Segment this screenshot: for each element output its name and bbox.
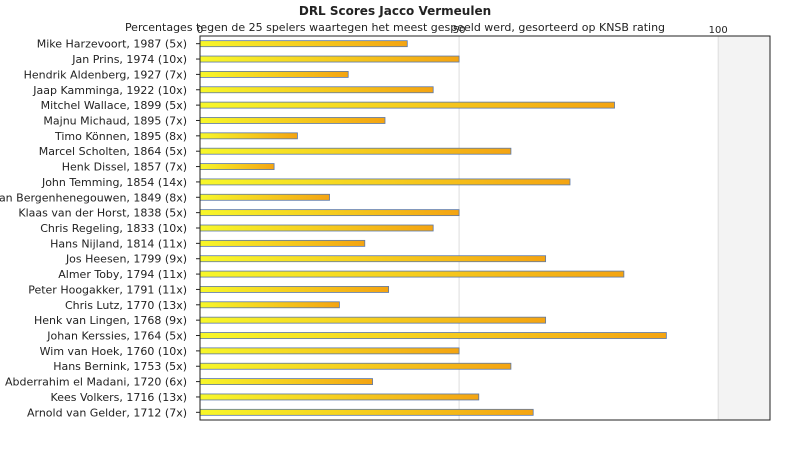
category-label: Henk Dissel, 1857 (7x) xyxy=(62,161,187,174)
category-label: Ad van Bergenhenegouwen, 1849 (8x) xyxy=(0,191,187,204)
bar xyxy=(199,362,512,370)
category-label: Klaas van der Horst, 1838 (5x) xyxy=(18,207,187,220)
category-label: John Temming, 1854 (14x) xyxy=(41,176,187,189)
x-tick-label: 100 xyxy=(709,25,728,36)
bar xyxy=(199,117,386,124)
plot-shade xyxy=(718,36,770,420)
bar xyxy=(199,132,298,140)
category-label: Arnold van Gelder, 1712 (7x) xyxy=(27,406,187,419)
category-label: Johan Kerssies, 1764 (5x) xyxy=(46,330,187,343)
category-label: Mike Harzevoort, 1987 (5x) xyxy=(37,38,187,51)
bar xyxy=(199,239,366,247)
category-label: Marcel Scholten, 1864 (5x) xyxy=(39,145,187,158)
bar xyxy=(199,378,373,386)
bar xyxy=(199,270,625,278)
category-label: Peter Hoogakker, 1791 (11x) xyxy=(28,283,187,296)
plot-frame xyxy=(199,35,771,421)
bar xyxy=(199,332,667,339)
bar xyxy=(199,255,547,263)
category-label: Hans Bernink, 1753 (5x) xyxy=(53,360,187,373)
bar xyxy=(199,86,434,94)
category-label: Mitchel Wallace, 1899 (5x) xyxy=(41,99,187,112)
category-label: Wim van Hoek, 1760 (10x) xyxy=(40,345,187,358)
bar xyxy=(199,408,534,416)
category-label: Kees Volkers, 1716 (13x) xyxy=(51,391,187,404)
bar xyxy=(199,163,275,170)
category-label: Almer Toby, 1794 (11x) xyxy=(58,268,187,281)
bar xyxy=(199,55,460,63)
category-label: Chris Regeling, 1833 (10x) xyxy=(40,222,187,235)
category-label: Henk van Lingen, 1768 (9x) xyxy=(34,314,187,327)
bar xyxy=(199,347,460,355)
bar xyxy=(199,393,480,401)
x-tick-label: 50 xyxy=(453,25,466,36)
bar xyxy=(199,40,408,48)
bar xyxy=(199,178,571,186)
category-label: Hans Nijland, 1814 (11x) xyxy=(50,237,187,250)
bar xyxy=(199,301,340,309)
category-label: Jos Heesen, 1799 (9x) xyxy=(65,253,187,266)
category-label: Hendrik Aldenberg, 1927 (7x) xyxy=(24,68,187,81)
category-label: Timo Können, 1895 (8x) xyxy=(54,130,187,143)
bar xyxy=(199,224,434,232)
chart-subtitle: Percentages tegen de 25 spelers waartege… xyxy=(124,21,666,34)
bar xyxy=(199,316,547,324)
bar xyxy=(199,101,615,109)
category-label: Jaap Kamminga, 1922 (10x) xyxy=(32,84,187,97)
x-tick-label: 0 xyxy=(197,25,203,36)
category-label: Abderrahim el Madani, 1720 (6x) xyxy=(5,376,187,389)
bar xyxy=(199,209,460,217)
category-label: Chris Lutz, 1770 (13x) xyxy=(65,299,187,312)
bar xyxy=(199,147,512,155)
chart-title: DRL Scores Jacco Vermeulen xyxy=(298,4,492,18)
category-label: Majnu Michaud, 1895 (7x) xyxy=(43,114,187,127)
bar xyxy=(199,193,330,201)
bar xyxy=(199,286,390,293)
bar xyxy=(199,71,349,78)
category-label: Jan Prins, 1974 (10x) xyxy=(71,53,187,66)
